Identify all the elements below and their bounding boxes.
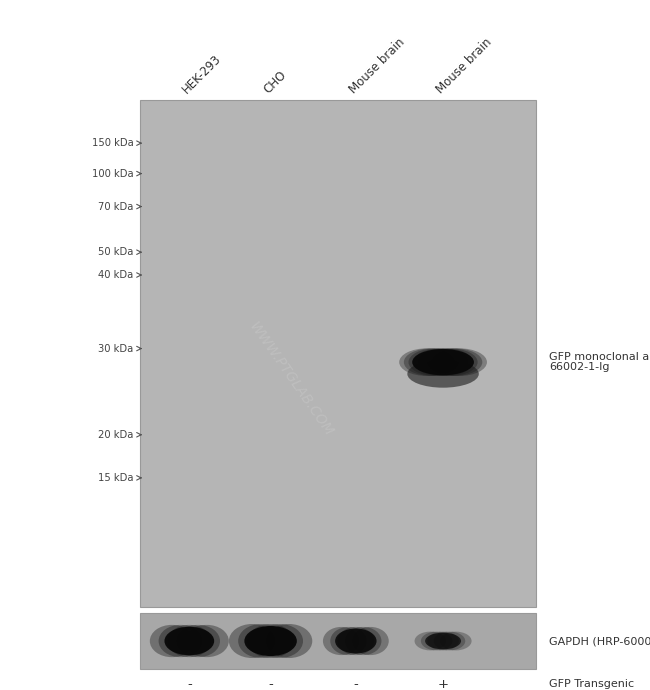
Ellipse shape bbox=[337, 627, 374, 655]
Text: -: - bbox=[354, 678, 358, 690]
Text: 66002-1-Ig: 66002-1-Ig bbox=[549, 362, 610, 372]
Ellipse shape bbox=[425, 633, 461, 649]
Ellipse shape bbox=[427, 631, 459, 651]
Ellipse shape bbox=[418, 348, 473, 376]
Text: GAPDH (HRP-60004): GAPDH (HRP-60004) bbox=[549, 636, 650, 646]
Ellipse shape bbox=[257, 624, 303, 658]
Text: -: - bbox=[187, 678, 192, 690]
Text: HEK-293: HEK-293 bbox=[180, 52, 224, 97]
Ellipse shape bbox=[176, 625, 220, 657]
Ellipse shape bbox=[185, 625, 229, 657]
Text: GFP Transgenic: GFP Transgenic bbox=[549, 680, 634, 689]
Ellipse shape bbox=[335, 629, 376, 653]
Ellipse shape bbox=[434, 631, 465, 651]
Ellipse shape bbox=[412, 349, 474, 375]
Ellipse shape bbox=[427, 348, 482, 376]
Ellipse shape bbox=[248, 624, 294, 658]
Ellipse shape bbox=[432, 348, 487, 376]
Ellipse shape bbox=[422, 348, 478, 376]
Ellipse shape bbox=[159, 625, 203, 657]
Ellipse shape bbox=[266, 624, 312, 658]
Text: 70 kDa: 70 kDa bbox=[98, 201, 133, 212]
Text: 30 kDa: 30 kDa bbox=[98, 344, 133, 353]
Ellipse shape bbox=[238, 624, 285, 658]
Text: CHO: CHO bbox=[261, 69, 289, 97]
Ellipse shape bbox=[229, 624, 275, 658]
Ellipse shape bbox=[323, 627, 359, 655]
Ellipse shape bbox=[408, 360, 479, 388]
FancyBboxPatch shape bbox=[140, 100, 536, 607]
Ellipse shape bbox=[421, 631, 452, 651]
Ellipse shape bbox=[404, 348, 459, 376]
Ellipse shape bbox=[399, 348, 454, 376]
Text: WWW.PTGLAB.COM: WWW.PTGLAB.COM bbox=[246, 319, 335, 439]
Ellipse shape bbox=[168, 625, 211, 657]
Text: 40 kDa: 40 kDa bbox=[98, 270, 133, 280]
Text: 100 kDa: 100 kDa bbox=[92, 168, 133, 179]
Ellipse shape bbox=[150, 625, 194, 657]
Text: 150 kDa: 150 kDa bbox=[92, 138, 133, 148]
FancyBboxPatch shape bbox=[140, 613, 536, 669]
Text: Mouse brain: Mouse brain bbox=[434, 36, 495, 97]
Text: 15 kDa: 15 kDa bbox=[98, 473, 133, 483]
Text: -: - bbox=[268, 678, 273, 690]
Ellipse shape bbox=[330, 627, 367, 655]
Ellipse shape bbox=[244, 626, 297, 656]
Ellipse shape bbox=[352, 627, 389, 655]
Ellipse shape bbox=[440, 631, 472, 651]
Text: 20 kDa: 20 kDa bbox=[98, 430, 133, 440]
Text: GFP monoclonal antibody: GFP monoclonal antibody bbox=[549, 352, 650, 362]
Text: +: + bbox=[437, 678, 448, 690]
Ellipse shape bbox=[413, 348, 469, 376]
Ellipse shape bbox=[415, 631, 447, 651]
Text: 50 kDa: 50 kDa bbox=[98, 247, 133, 257]
Ellipse shape bbox=[164, 627, 214, 655]
Ellipse shape bbox=[408, 348, 463, 376]
Ellipse shape bbox=[345, 627, 382, 655]
Text: Mouse brain: Mouse brain bbox=[346, 36, 407, 97]
